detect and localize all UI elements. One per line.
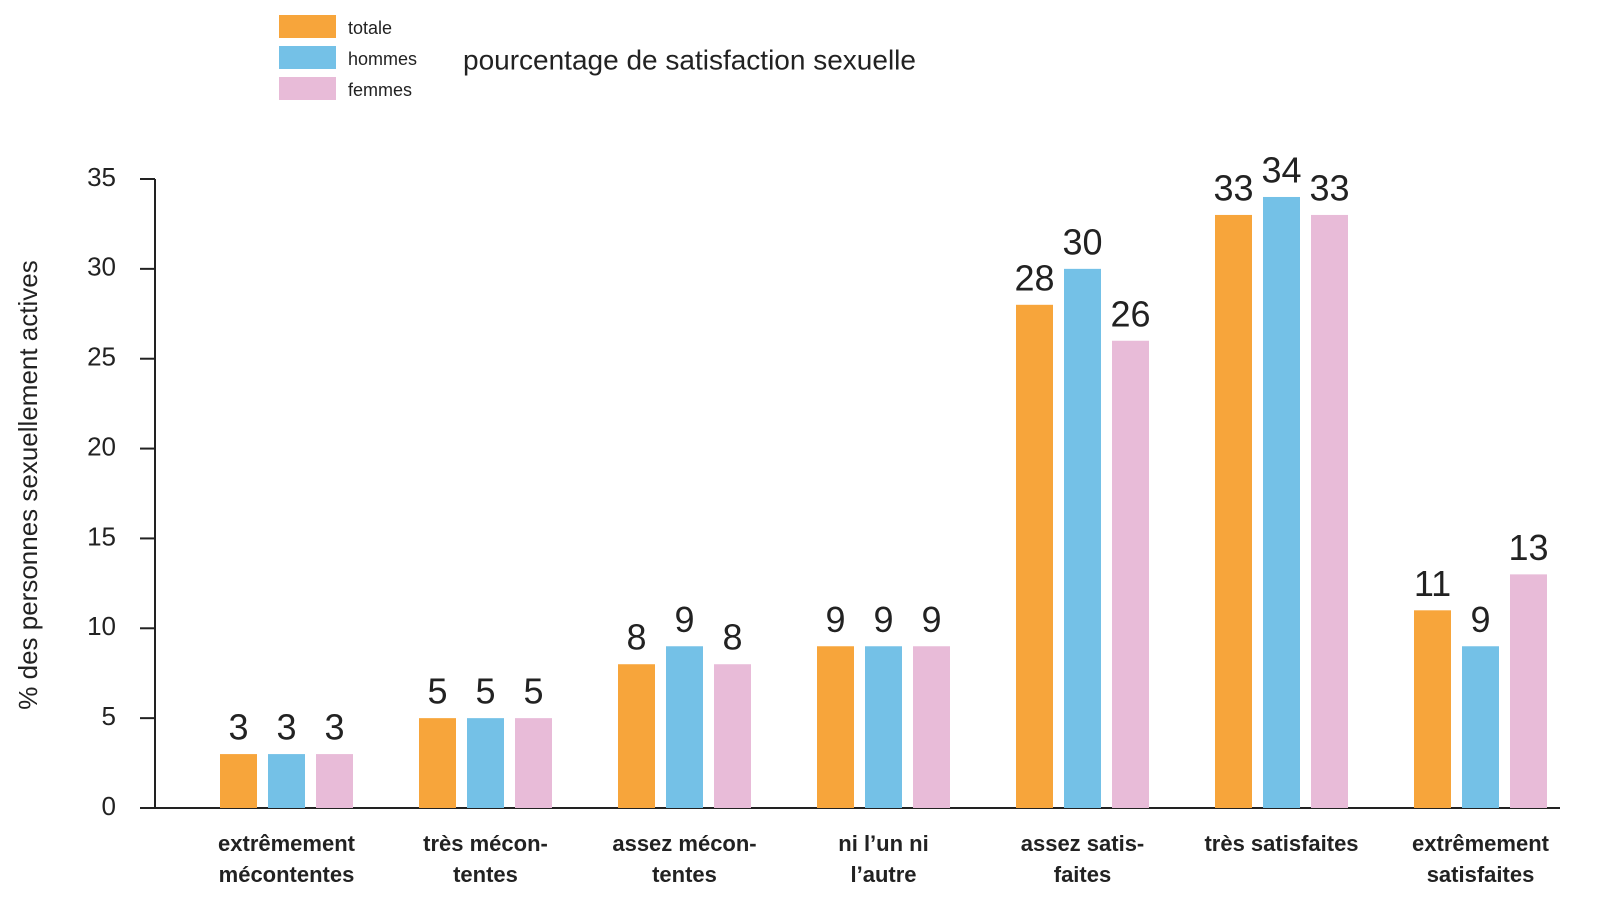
value-label: 3 <box>276 707 296 748</box>
value-label: 5 <box>475 671 495 712</box>
x-tick-label: assez mécon- <box>612 831 756 856</box>
bar <box>1263 196 1300 808</box>
legend-swatch <box>279 15 336 38</box>
bar <box>515 718 552 808</box>
x-tick-label: faites <box>1054 862 1111 887</box>
bar <box>1510 574 1547 808</box>
legend-swatch <box>279 77 336 100</box>
bar <box>1016 304 1053 808</box>
x-tick-label: ni l’un ni <box>838 831 928 856</box>
y-tick-label: 35 <box>87 162 116 192</box>
bar <box>220 754 257 808</box>
bar <box>913 646 950 808</box>
y-tick-label: 20 <box>87 431 116 461</box>
value-label: 9 <box>674 599 694 640</box>
value-label: 33 <box>1213 167 1253 208</box>
value-label: 26 <box>1110 293 1150 334</box>
bar <box>666 646 703 808</box>
value-label: 8 <box>626 617 646 658</box>
bar <box>1215 214 1252 808</box>
bar <box>1112 340 1149 808</box>
x-tick-label: l’autre <box>850 862 916 887</box>
value-label: 9 <box>825 599 845 640</box>
bar <box>1064 268 1101 808</box>
bar <box>1462 646 1499 808</box>
x-tick-label: extrêmement <box>1412 831 1550 856</box>
bar <box>865 646 902 808</box>
x-tick-label: assez satis- <box>1021 831 1145 856</box>
value-label: 5 <box>427 671 447 712</box>
x-tick-label: très mécon- <box>423 831 548 856</box>
bar <box>1414 610 1451 808</box>
y-tick-label: 5 <box>102 701 116 731</box>
x-tick-label: très satisfaites <box>1204 831 1358 856</box>
value-label: 5 <box>523 671 543 712</box>
bar <box>419 718 456 808</box>
value-label: 13 <box>1508 527 1548 568</box>
legend-swatch <box>279 46 336 69</box>
value-label: 9 <box>873 599 893 640</box>
value-label: 34 <box>1261 149 1301 190</box>
value-label: 9 <box>1470 599 1490 640</box>
x-tick-label: tentes <box>453 862 518 887</box>
value-label: 33 <box>1309 167 1349 208</box>
value-label: 28 <box>1014 257 1054 298</box>
x-tick-label: tentes <box>652 862 717 887</box>
value-label: 30 <box>1062 221 1102 262</box>
y-axis-label: % des personnes sexuellement actives <box>13 260 43 709</box>
legend-label: hommes <box>348 49 417 69</box>
bar <box>316 754 353 808</box>
bar <box>618 664 655 808</box>
y-tick-label: 15 <box>87 521 116 551</box>
value-label: 9 <box>921 599 941 640</box>
y-tick-label: 0 <box>102 791 116 821</box>
y-tick-label: 25 <box>87 342 116 372</box>
bar <box>467 718 504 808</box>
value-label: 8 <box>722 617 742 658</box>
bar <box>268 754 305 808</box>
y-tick-label: 10 <box>87 611 116 641</box>
x-tick-label: extrêmement <box>218 831 356 856</box>
x-tick-label: mécontentes <box>219 862 355 887</box>
legend-label: femmes <box>348 80 412 100</box>
value-label: 11 <box>1414 563 1451 604</box>
value-label: 3 <box>324 707 344 748</box>
x-tick-label: satisfaites <box>1427 862 1535 887</box>
bar <box>1311 214 1348 808</box>
y-tick-label: 30 <box>87 252 116 282</box>
chart-title: pourcentage de satisfaction sexuelle <box>463 44 916 75</box>
bar <box>817 646 854 808</box>
legend-label: totale <box>348 18 392 38</box>
bar <box>714 664 751 808</box>
value-label: 3 <box>228 707 248 748</box>
